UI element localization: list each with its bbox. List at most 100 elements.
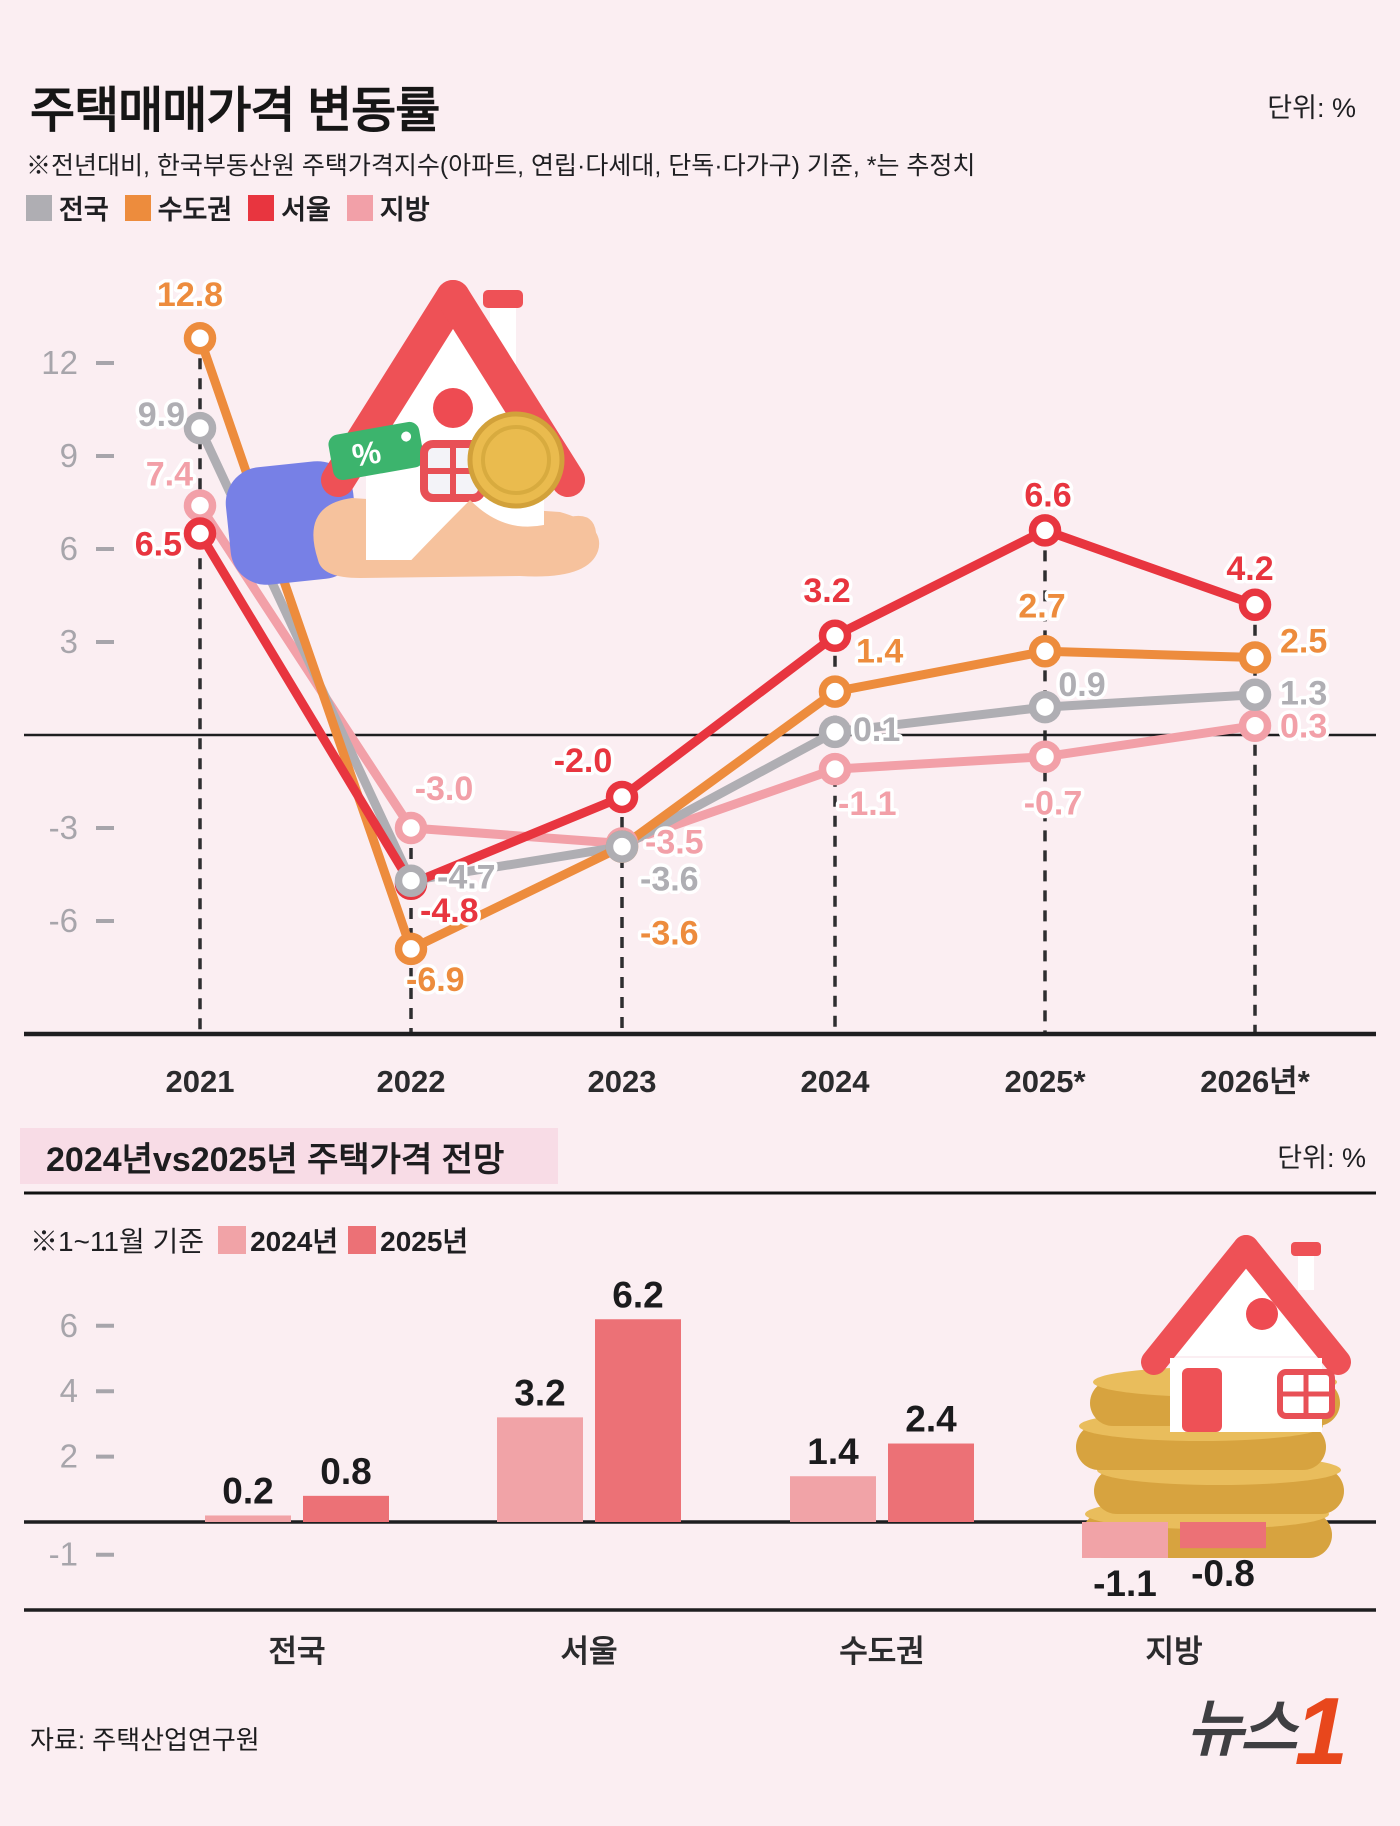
round-window xyxy=(433,388,473,428)
value-label-수도권-2021: 12.8 xyxy=(157,276,223,314)
bar-지방-2025년 xyxy=(1180,1522,1266,1549)
data-point-서울-2024 xyxy=(818,619,852,653)
unit-label-chart1: 단위: % xyxy=(1267,93,1356,123)
bar-chart-bars xyxy=(205,1319,1266,1558)
svg-text:-3: -3 xyxy=(49,809,78,846)
legend-swatch-2024년 xyxy=(218,1226,247,1254)
svg-text:6: 6 xyxy=(60,1307,78,1344)
svg-text:-1: -1 xyxy=(49,1536,78,1573)
roof-left xyxy=(1141,1235,1259,1375)
bar-value-전국-2025년: 0.8 xyxy=(320,1451,371,1492)
svg-text:2025*: 2025* xyxy=(1004,1064,1086,1099)
svg-text:2024: 2024 xyxy=(801,1064,871,1099)
bar-value-수도권-2025년: 2.4 xyxy=(905,1399,957,1440)
bar-전국-2025년 xyxy=(303,1495,389,1522)
line-chart-labels: 2021 2022 2023 2024 2025* 2026년* 9.9 -4.7 -3.6 0.… xyxy=(131,273,1331,1099)
data-point-지방-2025* xyxy=(1028,740,1062,773)
source-credit: 자료: 주택산업연구원 xyxy=(30,1725,260,1755)
value-label-지방-2022: -3.0 xyxy=(415,770,474,808)
data-point-수도권-2022 xyxy=(394,932,428,966)
data-point-전국-2026년* xyxy=(1238,678,1272,711)
legend-item-지방: 지방 xyxy=(346,188,430,227)
legend-swatch-수도권 xyxy=(124,194,151,221)
value-label-서울-2024: 3.2 xyxy=(803,572,850,610)
value-label-서울-2021: 6.5 xyxy=(135,526,182,564)
data-point-전국-2022 xyxy=(394,864,428,897)
legend-item-수도권: 수도권 xyxy=(124,188,232,227)
palm xyxy=(400,500,597,575)
legend-item-2024년: 2024년 xyxy=(218,1220,338,1260)
data-point-수도권-2025* xyxy=(1028,635,1062,668)
series-line-전국 xyxy=(195,423,1260,886)
series-line-지방 xyxy=(195,501,1260,848)
house-on-coins-illustration xyxy=(1076,1235,1351,1558)
value-label-서울-2026년*: 4.2 xyxy=(1226,550,1273,588)
legend-item-서울: 서울 xyxy=(248,188,331,227)
legend-swatch-전국 xyxy=(26,194,52,221)
svg-text:%: % xyxy=(349,434,383,474)
bar-value-지방-2024년: -1.1 xyxy=(1093,1563,1157,1604)
value-label-지방-2025*: -0.7 xyxy=(1024,785,1083,823)
data-point-전국-2025* xyxy=(1028,690,1062,724)
value-label-지방-2024: -1.1 xyxy=(838,785,897,823)
legend-item-전국: 전국 xyxy=(26,188,109,227)
round-window xyxy=(1246,1298,1278,1330)
value-label-수도권-2026년*: 2.5 xyxy=(1280,623,1327,661)
value-label-지방-2021: 7.4 xyxy=(146,456,193,494)
data-point-수도권-2021 xyxy=(183,321,217,355)
series-line-서울 xyxy=(195,525,1260,889)
svg-text:-6: -6 xyxy=(49,902,78,939)
value-label-전국-2021: 9.9 xyxy=(138,396,185,434)
value-label-서울-2022: -4.8 xyxy=(420,892,479,930)
line-chart-grid: 12 9 6 3 -3 -6 xyxy=(24,344,1376,1037)
bar-서울-2024년 xyxy=(497,1417,583,1522)
svg-text:3: 3 xyxy=(60,623,78,660)
chart2-note-row: ※1~11월 기준 2024년 2025년 xyxy=(30,1220,468,1260)
svg-text:2023: 2023 xyxy=(588,1064,657,1099)
unit-label-chart2: 단위: % xyxy=(1277,1143,1366,1173)
value-label-전국-2026년*: 1.3 xyxy=(1280,675,1327,713)
value-label-지방-2023: -3.5 xyxy=(645,824,704,862)
line-chart-series xyxy=(183,321,1272,966)
value-label-전국-2024: 0.1 xyxy=(853,711,900,749)
chart1-note: ※전년대비, 한국부동산원 주택가격지수(아파트, 연립·다세대, 단독·다가구… xyxy=(26,152,976,180)
bar-지방-2024년 xyxy=(1082,1522,1168,1558)
category-label-지방: 지방 xyxy=(1145,1634,1202,1669)
svg-text:2022: 2022 xyxy=(377,1064,446,1099)
roof-right xyxy=(1233,1235,1351,1375)
value-label-전국-2022: -4.7 xyxy=(437,859,496,897)
news1-logo: 뉴스 1 xyxy=(1187,1684,1348,1780)
value-label-지방-2026년*: 0.3 xyxy=(1280,708,1327,746)
svg-text:6: 6 xyxy=(60,530,78,567)
percent-tag: % xyxy=(328,421,424,481)
data-point-지방-2026년* xyxy=(1238,709,1272,742)
category-label-수도권: 수도권 xyxy=(839,1634,925,1669)
svg-text:2: 2 xyxy=(60,1438,78,1475)
category-label-전국: 전국 xyxy=(268,1634,325,1669)
bar-서울-2025년 xyxy=(595,1319,681,1522)
bar-수도권-2024년 xyxy=(790,1476,876,1522)
chimney-cap xyxy=(483,290,523,308)
chimney xyxy=(1298,1252,1314,1290)
legend-swatch-서울 xyxy=(248,194,275,221)
value-label-서울-2025*: 6.6 xyxy=(1024,476,1071,514)
legend-item-2025년: 2025년 xyxy=(348,1220,468,1260)
value-label-전국-2025*: 0.9 xyxy=(1058,666,1105,704)
chart2-note: ※1~11월 기준 xyxy=(30,1226,205,1257)
bar-수도권-2025년 xyxy=(888,1443,974,1522)
section2-title: 2024년vs2025년 주택가격 전망 xyxy=(20,1128,558,1184)
data-point-지방-2022 xyxy=(394,811,428,845)
door xyxy=(1182,1368,1222,1432)
bar-value-서울-2025년: 6.2 xyxy=(612,1274,663,1315)
house-gable xyxy=(1166,1252,1326,1356)
bar-chart-labels: 전국 서울 수도권 지방 0.2 3.2 1.4 -1.1 0.8 6.2 2.4 -0.8 xyxy=(222,1274,1255,1669)
chart2-legend: 2024년 2025년 xyxy=(218,1220,468,1260)
value-label-수도권-2022: -6.9 xyxy=(406,961,465,999)
svg-text:4: 4 xyxy=(60,1372,78,1409)
value-label-서울-2023: -2.0 xyxy=(554,742,613,780)
data-point-서울-2023 xyxy=(605,780,639,814)
bar-value-수도권-2024년: 1.4 xyxy=(807,1431,859,1472)
bar-value-서울-2024년: 3.2 xyxy=(514,1372,565,1413)
